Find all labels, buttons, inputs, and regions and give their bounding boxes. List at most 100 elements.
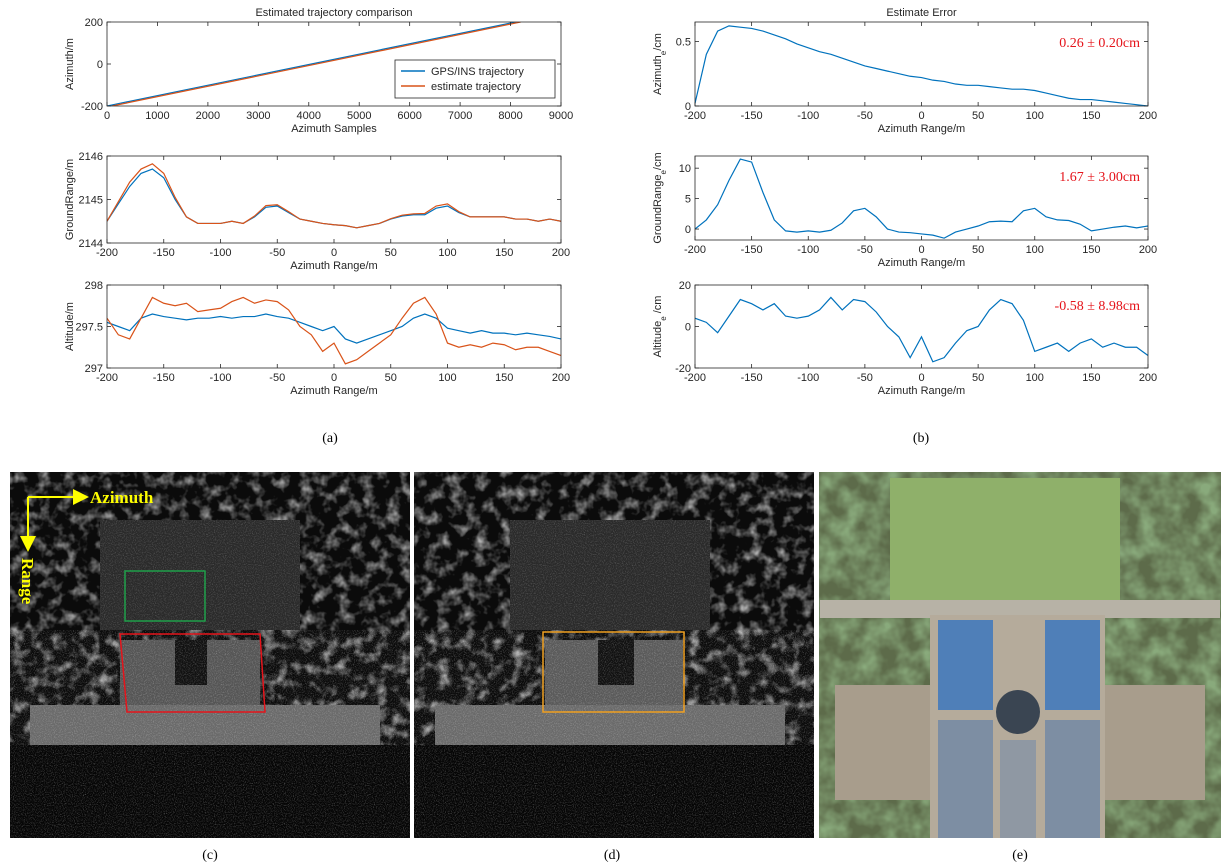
x-tick-label: 0	[331, 247, 337, 259]
y-axis-label-part: /cm	[652, 33, 664, 51]
y-axis-label-part: /cm	[652, 152, 664, 170]
legend-label: GPS/INS trajectory	[431, 66, 524, 78]
x-tick-label: 50	[972, 372, 984, 384]
y-tick-label: -200	[81, 101, 103, 113]
chart-title: Estimate Error	[886, 7, 957, 19]
y-tick-label: -20	[675, 363, 691, 375]
x-tick-label: -150	[153, 247, 175, 259]
x-tick-label: 100	[1026, 244, 1044, 256]
plot-area	[695, 156, 1148, 240]
x-tick-label: -150	[741, 110, 763, 122]
caption: (b)	[913, 431, 930, 446]
y-tick-label: 0	[97, 59, 103, 71]
x-tick-label: 150	[495, 247, 513, 259]
x-tick-label: 6000	[397, 110, 421, 122]
x-axis-label: Azimuth Range/m	[290, 385, 377, 397]
y-tick-label: 0	[685, 322, 691, 334]
annotation: 1.67 ± 3.00cm	[1059, 170, 1140, 185]
annotation: -0.58 ± 8.98cm	[1055, 299, 1141, 314]
x-tick-label: 3000	[246, 110, 270, 122]
x-axis-label: Azimuth Range/m	[878, 385, 965, 397]
x-axis-label: Azimuth Range/m	[290, 260, 377, 272]
x-tick-label: -200	[684, 244, 706, 256]
x-tick-label: 1000	[145, 110, 169, 122]
x-tick-label: 4000	[297, 110, 321, 122]
legend-label: estimate trajectory	[431, 81, 521, 93]
x-tick-label: 150	[1082, 244, 1100, 256]
chart: -200-150-100-50050100150200214421452146A…	[64, 151, 570, 272]
y-tick-label: 5	[685, 194, 691, 206]
x-tick-label: -50	[857, 110, 873, 122]
optical-image-e	[819, 472, 1221, 838]
x-tick-label: 200	[1139, 244, 1157, 256]
y-tick-label: 298	[85, 280, 103, 292]
x-tick-label: -100	[797, 244, 819, 256]
y-tick-label: 0	[685, 101, 691, 113]
x-tick-label: -100	[797, 372, 819, 384]
x-tick-label: 5000	[347, 110, 371, 122]
x-tick-label: 100	[1026, 110, 1044, 122]
x-tick-label: 200	[552, 372, 570, 384]
y-axis-label: Altitudee /cm	[652, 296, 668, 358]
x-tick-label: 50	[972, 110, 984, 122]
y-axis-label-part: GroundRange	[652, 175, 664, 244]
y-axis-label: Azimuth/m	[64, 38, 76, 90]
x-axis-label: Azimuth Samples	[291, 123, 377, 135]
y-tick-label: 2144	[79, 238, 103, 250]
y-tick-label: 200	[85, 17, 103, 29]
x-tick-label: -50	[857, 244, 873, 256]
x-tick-label: 2000	[196, 110, 220, 122]
chart: -200-150-100-50050100150200297297.5298Az…	[64, 280, 570, 397]
chart: -200-150-100-5005010015020000.5Estimate …	[652, 7, 1157, 135]
annotation: 0.26 ± 0.20cm	[1059, 36, 1140, 51]
plot-area	[695, 22, 1148, 106]
x-tick-label: -150	[153, 372, 175, 384]
x-axis-label: Azimuth Range/m	[878, 123, 965, 135]
x-tick-label: -100	[209, 372, 231, 384]
chart-title: Estimated trajectory comparison	[255, 7, 412, 19]
y-tick-label: 10	[679, 163, 691, 175]
y-axis-label: GroundRange/m	[64, 159, 76, 240]
y-axis-label-part: Azimuth	[652, 55, 664, 95]
x-tick-label: 7000	[448, 110, 472, 122]
y-tick-label: 2145	[79, 195, 103, 207]
caption: (a)	[322, 431, 338, 446]
x-tick-label: -100	[209, 247, 231, 259]
x-tick-label: 0	[918, 244, 924, 256]
y-tick-label: 297.5	[75, 322, 103, 334]
x-tick-label: 50	[972, 244, 984, 256]
caption: (e)	[1012, 848, 1028, 863]
y-tick-label: 0.5	[676, 36, 691, 48]
caption: (d)	[604, 848, 621, 863]
x-tick-label: -150	[741, 244, 763, 256]
chart: -200 -150 -100 -50 0 50 100 150 200 0 5 10 Azimuth R…	[652, 152, 1157, 269]
y-tick-label: 297	[85, 363, 103, 375]
x-tick-label: 0	[918, 372, 924, 384]
x-tick-label: 100	[438, 372, 456, 384]
plot-area	[695, 285, 1148, 368]
range-label: Range	[18, 558, 37, 605]
x-tick-label: -50	[857, 372, 873, 384]
azimuth-label: Azimuth	[90, 488, 154, 507]
x-tick-label: 150	[495, 372, 513, 384]
x-tick-label: 0	[918, 110, 924, 122]
x-axis-label: Azimuth Range/m	[878, 257, 965, 269]
x-tick-label: 9000	[549, 110, 573, 122]
y-axis-label: Azimuthe/cm	[652, 33, 668, 95]
x-tick-label: 150	[1082, 372, 1100, 384]
y-tick-label: 2146	[79, 151, 103, 163]
x-tick-label: -50	[269, 372, 285, 384]
x-tick-label: 100	[1026, 372, 1044, 384]
x-tick-label: 100	[438, 247, 456, 259]
y-tick-label: 0	[685, 224, 691, 236]
y-axis-label-part: /cm	[652, 296, 664, 317]
x-tick-label: -150	[741, 372, 763, 384]
x-tick-label: -100	[797, 110, 819, 122]
x-tick-label: 200	[1139, 110, 1157, 122]
x-tick-label: 8000	[498, 110, 522, 122]
x-tick-label: 150	[1082, 110, 1100, 122]
y-axis-label: Altitude/m	[64, 302, 76, 351]
x-tick-label: 0	[104, 110, 110, 122]
